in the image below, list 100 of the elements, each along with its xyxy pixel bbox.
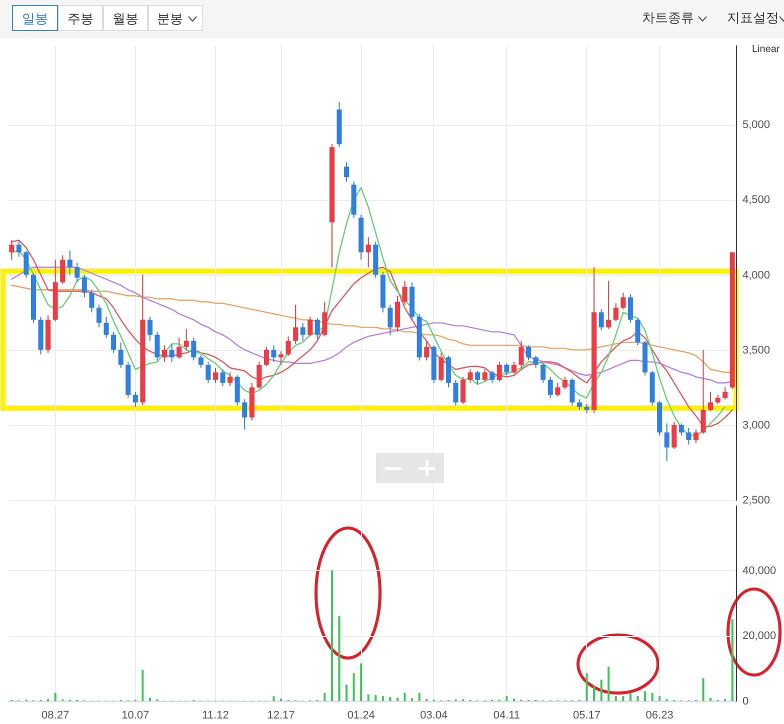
text: 월봉 — [103, 5, 148, 31]
candlestick — [256, 361, 262, 390]
x-tick-label: 10.07 — [122, 710, 150, 722]
candlestick — [555, 382, 560, 397]
candlestick — [132, 391, 138, 408]
candlestick — [314, 318, 320, 340]
candlestick — [286, 336, 291, 356]
text: 지표설정 — [727, 9, 779, 27]
candlestick — [708, 391, 714, 412]
candlestick — [366, 236, 371, 268]
bar — [710, 698, 712, 701]
candlestick — [496, 361, 502, 382]
candlestick — [118, 342, 124, 368]
candlestick — [74, 262, 80, 283]
candlestick — [322, 301, 328, 337]
candlestick — [672, 421, 677, 450]
bar — [506, 696, 508, 701]
x-tick-label: 11.12 — [202, 710, 229, 722]
candlestick — [104, 316, 109, 338]
candlestick — [453, 379, 458, 406]
bar — [148, 698, 151, 701]
candlestick — [184, 328, 189, 350]
candlestick — [198, 354, 204, 368]
bar — [389, 697, 392, 701]
bar — [658, 696, 661, 701]
x-tick-label: 03.04 — [420, 710, 448, 722]
candlestick — [693, 428, 698, 444]
candlestick — [715, 394, 720, 404]
candlestick — [96, 304, 102, 328]
bar — [367, 694, 370, 701]
bar — [614, 696, 617, 701]
y-tick-label: 3,000 — [742, 419, 770, 432]
candlestick — [293, 304, 298, 344]
bar — [374, 695, 377, 701]
candlestick — [278, 350, 284, 366]
candlestick — [228, 372, 233, 386]
bar — [324, 692, 326, 701]
candlestick — [176, 337, 182, 360]
candlestick — [548, 376, 553, 398]
x-tick-label: 04.11 — [493, 710, 520, 722]
candlestick — [191, 337, 196, 361]
bar — [586, 673, 588, 701]
x-tick-label: 05.17 — [572, 710, 601, 722]
candlestick — [67, 250, 72, 276]
candlestick — [533, 355, 538, 368]
candlestick — [220, 368, 226, 386]
bar — [404, 692, 406, 701]
y-tick-label: 4,000 — [742, 269, 770, 282]
candlestick — [60, 254, 66, 284]
bar — [731, 619, 734, 701]
bar — [629, 692, 632, 701]
candlestick — [576, 398, 582, 410]
candlestick — [613, 302, 618, 322]
bar — [593, 686, 596, 701]
candlestick — [206, 361, 211, 384]
candlestick — [147, 316, 152, 342]
candlestick — [518, 340, 524, 368]
candlestick — [111, 331, 116, 354]
candlestick — [154, 331, 160, 361]
candlestick — [460, 376, 466, 404]
bar — [338, 616, 340, 701]
candlestick — [664, 422, 670, 462]
bar — [142, 670, 144, 701]
candlestick — [490, 370, 495, 384]
candlestick — [686, 427, 692, 445]
candlestick — [606, 280, 612, 330]
candlestick — [468, 368, 473, 384]
text: 차트종류 — [642, 9, 694, 27]
candlestick — [344, 162, 350, 182]
bar — [411, 698, 414, 701]
candlestick — [242, 398, 248, 430]
candlestick — [526, 344, 532, 361]
bar — [330, 570, 333, 701]
candlestick — [271, 344, 276, 362]
y-tick-label: 3,500 — [742, 344, 770, 356]
x-tick-label: 06.23 — [646, 710, 674, 722]
candlestick — [438, 352, 444, 382]
bar — [651, 692, 654, 701]
y-tick-label: 40,000 — [742, 564, 776, 577]
candlestick — [700, 349, 706, 434]
candlestick — [9, 240, 14, 260]
candlestick — [308, 316, 313, 337]
candlestick — [16, 240, 22, 258]
y-tick-label: 0 — [742, 696, 749, 708]
candlestick — [722, 386, 728, 400]
candlestick — [540, 362, 546, 384]
y-tick-label: 5,000 — [742, 119, 770, 132]
text: Linear — [752, 44, 780, 55]
candlestick — [24, 250, 29, 278]
bar — [636, 696, 639, 701]
bar — [360, 663, 362, 701]
candlestick — [402, 280, 408, 306]
bar — [54, 692, 56, 701]
bar — [608, 666, 610, 701]
text: 일봉 — [12, 5, 58, 31]
x-tick-label: 12.17 — [267, 710, 295, 722]
bar — [644, 691, 646, 701]
candlestick — [89, 289, 94, 313]
candlestick — [212, 367, 218, 384]
bar — [622, 696, 624, 701]
